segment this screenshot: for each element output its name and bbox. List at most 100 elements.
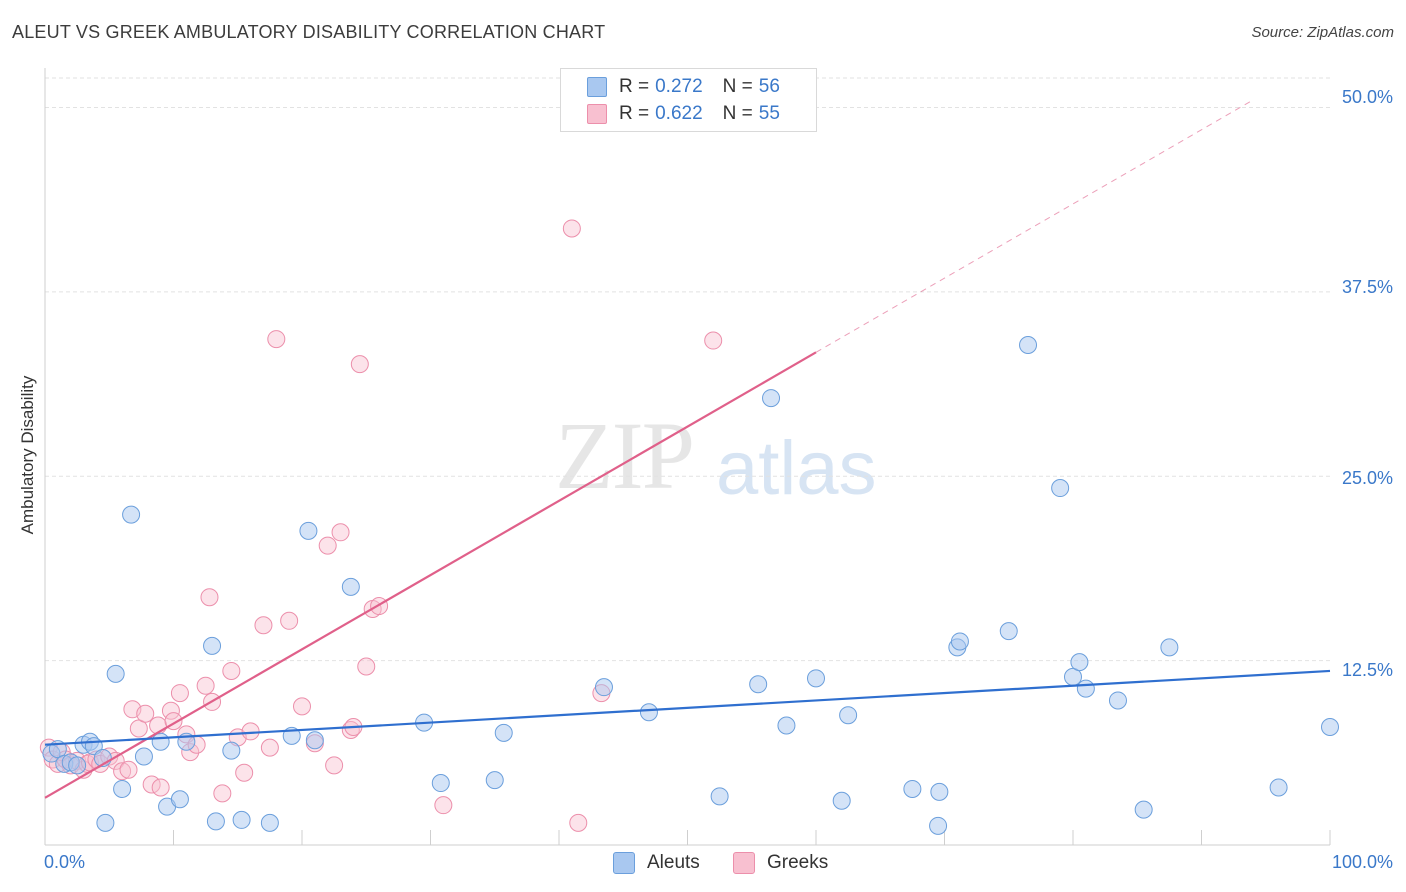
greek-point bbox=[235, 763, 254, 782]
aleut-point bbox=[68, 756, 87, 775]
aleut-point bbox=[113, 779, 132, 798]
correlation-legend: R = 0.272 N = 56 R = 0.622 N = 55 bbox=[560, 68, 817, 132]
greek-point bbox=[254, 616, 273, 635]
series-legend: Aleuts Greeks bbox=[0, 852, 1406, 876]
aleut-point bbox=[1160, 638, 1179, 657]
greek-point bbox=[260, 738, 279, 757]
aleut-point bbox=[151, 732, 170, 751]
aleut-point bbox=[1051, 479, 1070, 498]
greek-point bbox=[569, 813, 588, 832]
aleut-point bbox=[1070, 653, 1089, 672]
y-tick-label: 12.5% bbox=[1341, 660, 1393, 680]
y-tick-label: 37.5% bbox=[1341, 277, 1393, 297]
greek-point bbox=[267, 330, 286, 349]
greek-point bbox=[241, 722, 260, 741]
greek-trend-extension bbox=[815, 99, 1254, 353]
legend-swatch-aleuts bbox=[613, 852, 635, 874]
x-tick-label-min: 0.0% bbox=[44, 852, 86, 872]
chart-title: ALEUT VS GREEK AMBULATORY DISABILITY COR… bbox=[12, 22, 606, 42]
aleut-point bbox=[206, 812, 225, 831]
legend-swatch-aleuts bbox=[587, 77, 607, 97]
legend-r-label: R = bbox=[619, 103, 650, 124]
greek-point bbox=[213, 784, 232, 803]
legend-r-label: R = bbox=[619, 76, 650, 97]
greek-point bbox=[136, 704, 155, 723]
aleut-point bbox=[299, 521, 318, 540]
y-tick-label: 25.0% bbox=[1341, 468, 1393, 488]
greek-point bbox=[151, 778, 170, 797]
aleut-point bbox=[777, 716, 796, 735]
greek-point bbox=[350, 355, 369, 374]
greek-point bbox=[704, 331, 723, 350]
greek-point bbox=[434, 796, 453, 815]
aleut-point bbox=[1269, 778, 1288, 797]
aleut-point bbox=[710, 787, 729, 806]
source-label: Source: ZipAtlas.com bbox=[1251, 24, 1394, 41]
greek-point bbox=[341, 720, 360, 739]
legend-n-value-aleuts: 56 bbox=[758, 76, 780, 97]
aleut-point bbox=[903, 779, 922, 798]
legend-label-greeks: Greeks bbox=[767, 852, 829, 873]
aleut-point bbox=[762, 389, 781, 408]
aleut-point bbox=[232, 810, 251, 829]
y-tick-label: 50.0% bbox=[1341, 87, 1393, 107]
greek-point bbox=[196, 676, 215, 695]
aleut-point bbox=[341, 577, 360, 596]
aleut-point bbox=[260, 813, 279, 832]
aleut-point bbox=[106, 664, 125, 683]
legend-n-value-greeks: 55 bbox=[758, 103, 780, 124]
aleut-point bbox=[1134, 800, 1153, 819]
greek-point bbox=[325, 756, 344, 775]
legend-item-greeks[interactable]: Greeks bbox=[733, 852, 828, 874]
legend-swatch-greeks bbox=[733, 852, 755, 874]
greek-point bbox=[113, 762, 132, 781]
greek-point bbox=[200, 588, 219, 607]
greek-point bbox=[161, 701, 180, 720]
aleut-point bbox=[929, 816, 948, 835]
aleut-point bbox=[222, 741, 241, 760]
legend-n-label: N = bbox=[722, 76, 753, 97]
aleut-point bbox=[1019, 335, 1038, 354]
greek-point bbox=[357, 657, 376, 676]
greek-point bbox=[222, 661, 241, 680]
aleut-point bbox=[1108, 691, 1127, 710]
aleut-point bbox=[305, 731, 324, 750]
aleut-trend-line bbox=[44, 669, 1331, 746]
aleut-point bbox=[134, 747, 153, 766]
greek-point bbox=[280, 611, 299, 630]
aleut-point bbox=[639, 703, 658, 722]
aleut-point bbox=[832, 791, 851, 810]
greek-point bbox=[318, 536, 337, 555]
greek-point bbox=[562, 219, 581, 238]
watermark-zip: ZIP bbox=[555, 402, 695, 509]
aleut-point bbox=[839, 706, 858, 725]
aleut-point bbox=[96, 813, 115, 832]
aleut-point bbox=[203, 636, 222, 655]
watermark-atlas: atlas bbox=[716, 426, 877, 511]
legend-row-aleuts: R = 0.272 N = 56 bbox=[587, 76, 780, 98]
aleut-point bbox=[950, 632, 969, 651]
greek-trend-line bbox=[44, 351, 817, 799]
greek-point bbox=[170, 684, 189, 703]
aleut-point bbox=[485, 771, 504, 790]
aleut-point bbox=[749, 675, 768, 694]
aleut-point bbox=[594, 678, 613, 697]
legend-r-value-greeks: 0.622 bbox=[655, 103, 703, 124]
aleut-point bbox=[170, 790, 189, 809]
legend-n-label: N = bbox=[722, 103, 753, 124]
aleut-point bbox=[1321, 718, 1339, 736]
aleut-point bbox=[999, 622, 1018, 641]
greek-point bbox=[331, 523, 350, 542]
legend-row-greeks: R = 0.622 N = 55 bbox=[587, 103, 780, 125]
legend-item-aleuts[interactable]: Aleuts bbox=[613, 852, 700, 874]
x-tick-label-max: 100.0% bbox=[1331, 852, 1393, 872]
greek-point bbox=[119, 760, 138, 779]
aleut-point bbox=[431, 774, 450, 793]
legend-r-value-aleuts: 0.272 bbox=[655, 76, 703, 97]
aleut-point bbox=[122, 505, 141, 524]
aleut-point bbox=[930, 782, 949, 801]
aleut-point bbox=[807, 669, 825, 688]
aleut-point bbox=[1076, 679, 1095, 698]
legend-label-aleuts: Aleuts bbox=[647, 852, 700, 873]
